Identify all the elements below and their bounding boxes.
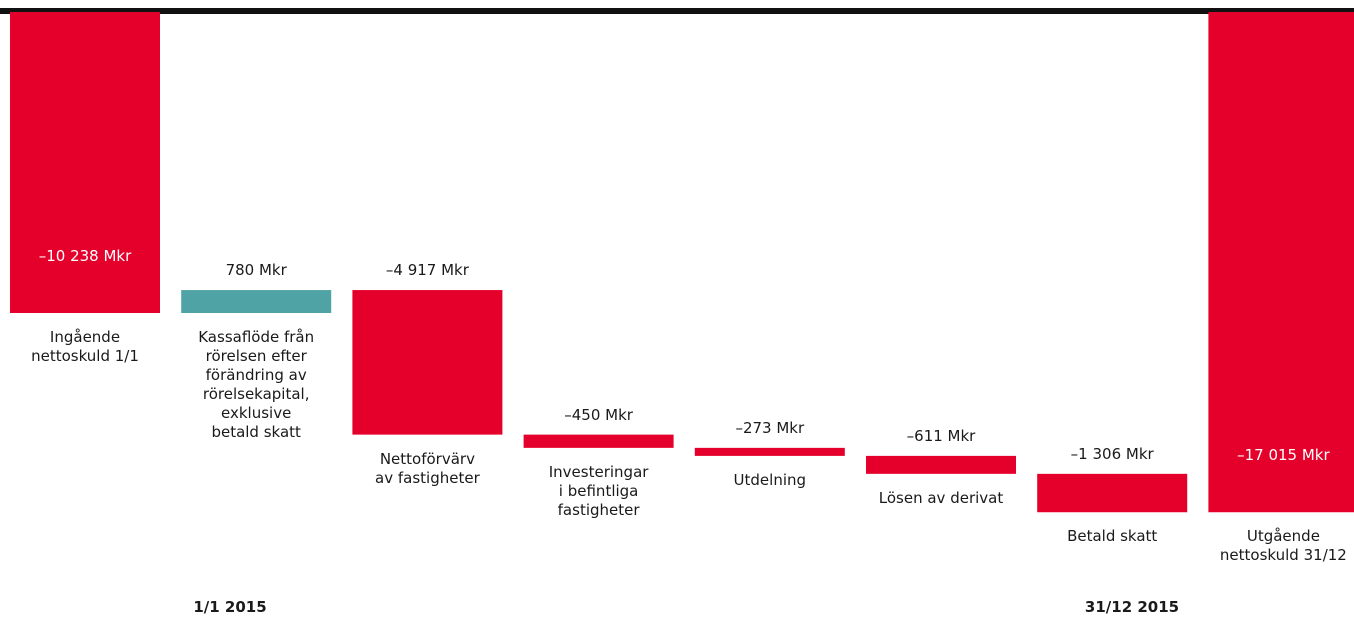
bar — [1037, 473, 1188, 513]
category-label: Nettoförvärv av fastigheter — [375, 449, 480, 487]
value-label: –4 917 Mkr — [385, 261, 469, 280]
value-label: –450 Mkr — [564, 405, 633, 424]
value-label: –10 238 Mkr — [38, 246, 132, 265]
value-label: –17 015 Mkr — [1237, 446, 1330, 465]
category-label: Betald skatt — [1067, 527, 1158, 546]
category-label: Utgående nettoskuld 31/12 — [1219, 527, 1347, 565]
bar — [866, 455, 1016, 474]
bar — [1208, 12, 1354, 513]
category-label: Lösen av derivat — [878, 488, 1004, 507]
value-label: –1 306 Mkr — [1070, 444, 1154, 463]
category-label: Kassaflöde från rörelsen efter förändrin… — [198, 327, 315, 441]
category-label: Utdelning — [733, 470, 807, 489]
annotation: 1/1 2015 — [193, 598, 267, 616]
bar — [10, 12, 160, 313]
value-label: –611 Mkr — [906, 426, 976, 445]
bar — [694, 447, 845, 456]
category-label: Investeringar i befintliga fastigheter — [548, 462, 649, 519]
bar — [352, 290, 503, 435]
annotation: 31/12 2015 — [1084, 598, 1180, 616]
bar — [523, 434, 674, 448]
value-label: 780 Mkr — [225, 261, 287, 280]
zero-axis — [0, 8, 1354, 14]
bar — [181, 290, 332, 313]
category-label: Ingående nettoskuld 1/1 — [31, 327, 139, 365]
value-label: –273 Mkr — [735, 418, 805, 437]
